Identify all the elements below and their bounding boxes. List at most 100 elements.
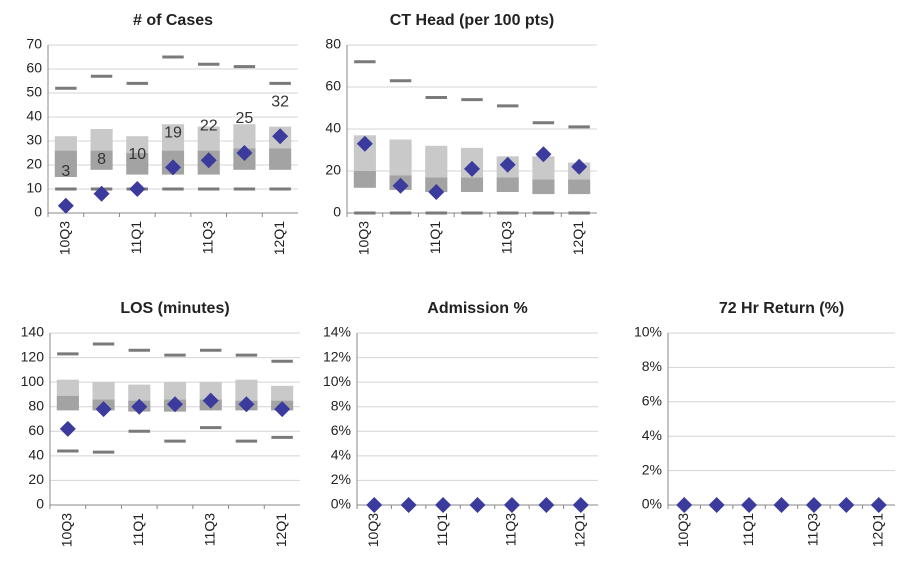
y-tick-label: 4% — [642, 427, 662, 443]
x-tick-label: 11Q3 — [201, 513, 217, 546]
x-tick-label: 11Q3 — [498, 221, 514, 254]
box-upper — [128, 384, 151, 401]
y-tick-label: 0 — [333, 204, 341, 220]
diamond — [464, 160, 480, 177]
y-tick-label: 80 — [325, 36, 341, 52]
diamond — [708, 497, 725, 513]
x-tick-label: 11Q1 — [740, 513, 756, 546]
y-tick-label: 60 — [28, 422, 44, 438]
diamond — [272, 128, 289, 145]
x-tick-label: 10Q3 — [365, 513, 381, 547]
x-tick-label: 12Q1 — [273, 513, 289, 547]
diamond — [538, 497, 555, 513]
y-tick-label: 14% — [323, 324, 351, 340]
value-label: 10 — [128, 146, 146, 163]
y-tick-label: 10% — [323, 373, 351, 389]
x-tick-label: 11Q1 — [130, 513, 146, 546]
diamond — [805, 497, 822, 513]
value-label: 22 — [200, 117, 218, 134]
chart-title: Admission % — [427, 300, 527, 317]
box-upper — [56, 379, 79, 396]
y-tick-label: 0% — [331, 496, 351, 512]
diamond — [428, 184, 445, 200]
y-tick-label: 20 — [325, 162, 341, 178]
diamond — [366, 497, 383, 513]
box-upper — [271, 385, 294, 401]
y-tick-label: 2% — [642, 461, 662, 477]
diamond — [676, 497, 693, 513]
diamond — [274, 401, 291, 418]
x-tick-label: 11Q3 — [503, 513, 519, 546]
diamond — [200, 152, 217, 169]
y-tick-label: 40 — [26, 108, 42, 124]
diamond — [773, 497, 790, 513]
y-tick-label: 8% — [331, 397, 351, 413]
x-tick-label: 12Q1 — [570, 221, 586, 255]
box-lower — [54, 150, 77, 177]
y-tick-label: 80 — [28, 397, 44, 413]
diamond — [59, 420, 76, 437]
y-tick-label: 6% — [331, 422, 351, 438]
y-tick-label: 0 — [36, 496, 44, 512]
box-upper — [199, 382, 222, 400]
box-lower — [90, 150, 113, 170]
box-upper — [233, 124, 256, 149]
diamond — [165, 159, 181, 176]
diamond — [571, 158, 588, 175]
value-label: 25 — [236, 110, 254, 127]
x-tick-label: 10Q3 — [356, 221, 372, 255]
y-tick-label: 8% — [642, 358, 662, 374]
x-tick-label: 12Q1 — [271, 221, 287, 255]
box-lower — [56, 395, 79, 411]
y-tick-label: 10% — [634, 324, 662, 340]
box-upper — [161, 124, 185, 151]
diamond — [95, 401, 112, 418]
y-tick-label: 6% — [642, 393, 662, 409]
box-upper — [90, 129, 113, 151]
value-label: 3 — [61, 163, 70, 180]
x-tick-label: 12Q1 — [571, 513, 587, 547]
x-tick-label: 11Q1 — [128, 221, 144, 254]
diamond — [572, 497, 589, 513]
x-tick-label: 10Q3 — [59, 513, 75, 547]
diamond — [392, 177, 409, 194]
x-tick-label: 11Q3 — [805, 513, 821, 546]
y-tick-label: 140 — [21, 324, 45, 340]
diamond — [202, 392, 219, 409]
y-tick-label: 20 — [28, 471, 44, 487]
diamond — [57, 197, 74, 214]
box-upper — [532, 156, 555, 180]
y-tick-label: 20 — [26, 156, 42, 172]
diamond — [838, 497, 855, 513]
x-tick-label: 11Q1 — [434, 513, 450, 546]
box-upper — [389, 139, 412, 176]
box-lower — [532, 179, 555, 195]
y-tick-label: 40 — [325, 120, 341, 136]
value-label: 8 — [97, 151, 106, 168]
x-tick-label: 10Q3 — [675, 513, 691, 547]
box-lower — [353, 171, 376, 188]
box-upper — [425, 145, 448, 178]
diamond — [93, 185, 110, 202]
box-lower — [126, 153, 149, 175]
diamond — [236, 145, 253, 161]
y-tick-label: 60 — [26, 60, 42, 76]
box-upper — [54, 136, 77, 151]
y-tick-label: 12% — [323, 348, 351, 364]
y-tick-label: 40 — [28, 447, 44, 463]
box-upper — [197, 126, 220, 151]
y-tick-label: 120 — [21, 348, 45, 364]
x-tick-label: 10Q3 — [57, 221, 73, 255]
y-tick-label: 60 — [325, 78, 341, 94]
value-label: 32 — [271, 93, 289, 110]
diamond — [356, 135, 373, 152]
box-lower — [460, 177, 484, 192]
diamond — [435, 497, 452, 513]
box-lower — [269, 148, 292, 170]
y-tick-label: 0 — [34, 204, 42, 220]
y-tick-label: 30 — [26, 132, 42, 148]
diamond — [238, 396, 255, 413]
diamond — [535, 146, 552, 163]
value-label: 19 — [164, 125, 182, 142]
